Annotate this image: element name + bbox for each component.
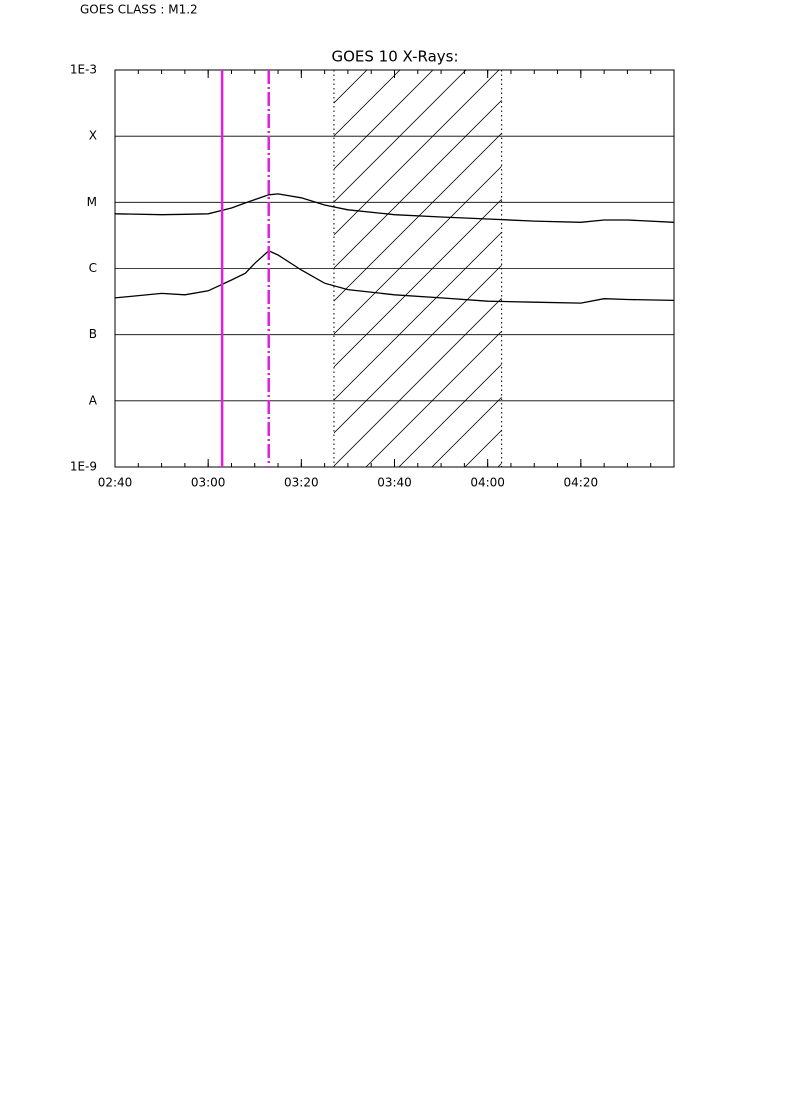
series-line <box>114 250 675 304</box>
y-tick-label: X <box>89 129 97 143</box>
y-tick-label: 1E-9 <box>70 460 97 474</box>
series-line <box>114 193 675 223</box>
x-tick-label: 03:40 <box>377 476 412 490</box>
x-tick-label: 03:00 <box>191 476 226 490</box>
y-tick-label: B <box>89 327 97 341</box>
goes-class: GOES CLASS : M1.2 <box>80 3 198 17</box>
y-tick-label: M <box>87 195 97 209</box>
y-tick-label: A <box>89 393 98 407</box>
x-tick-label: 04:20 <box>564 476 599 490</box>
plot-frame <box>114 69 675 468</box>
x-tick-label: 03:20 <box>284 476 319 490</box>
y-tick-label: 1E-3 <box>70 63 97 77</box>
y-tick-label: C <box>89 261 97 275</box>
chart-title: GOES 10 X-Rays: <box>331 48 458 66</box>
x-tick-label: 02:40 <box>98 476 133 490</box>
x-tick-label: 04:00 <box>470 476 505 490</box>
